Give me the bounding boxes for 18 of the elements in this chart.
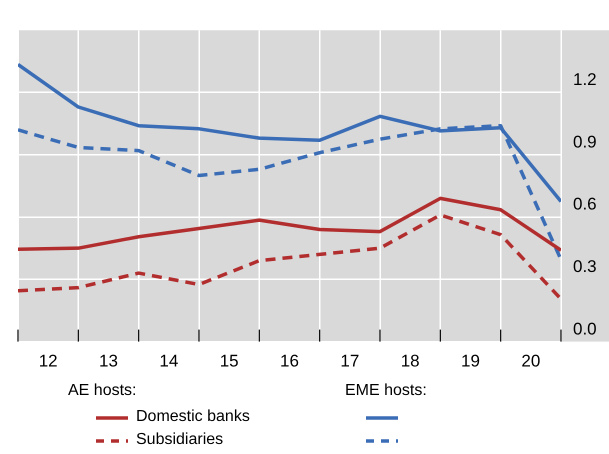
x-tick-label: 15 (220, 351, 239, 370)
x-tick-label: 18 (400, 351, 420, 370)
x-tick-label: 16 (280, 351, 299, 370)
x-tick-label: 19 (461, 351, 480, 370)
legend-label: Domestic banks (136, 408, 250, 426)
x-tick-label: 20 (521, 351, 540, 370)
legend-label: Subsidiaries (136, 431, 224, 449)
y-tick-label: 0.0 (573, 319, 597, 338)
y-tick-label: 0.9 (573, 132, 597, 152)
y-tick-label: 0.3 (573, 257, 597, 276)
text: EME hosts: (345, 382, 427, 400)
y-tick-label: 0.6 (573, 194, 597, 214)
x-tick-label: 17 (340, 351, 360, 370)
x-tick-label: 12 (38, 351, 58, 370)
y-tick-label: 1.2 (573, 70, 597, 90)
text: AE hosts: (68, 382, 136, 400)
x-tick-label: 14 (159, 351, 178, 370)
x-tick-label: 13 (99, 351, 118, 370)
